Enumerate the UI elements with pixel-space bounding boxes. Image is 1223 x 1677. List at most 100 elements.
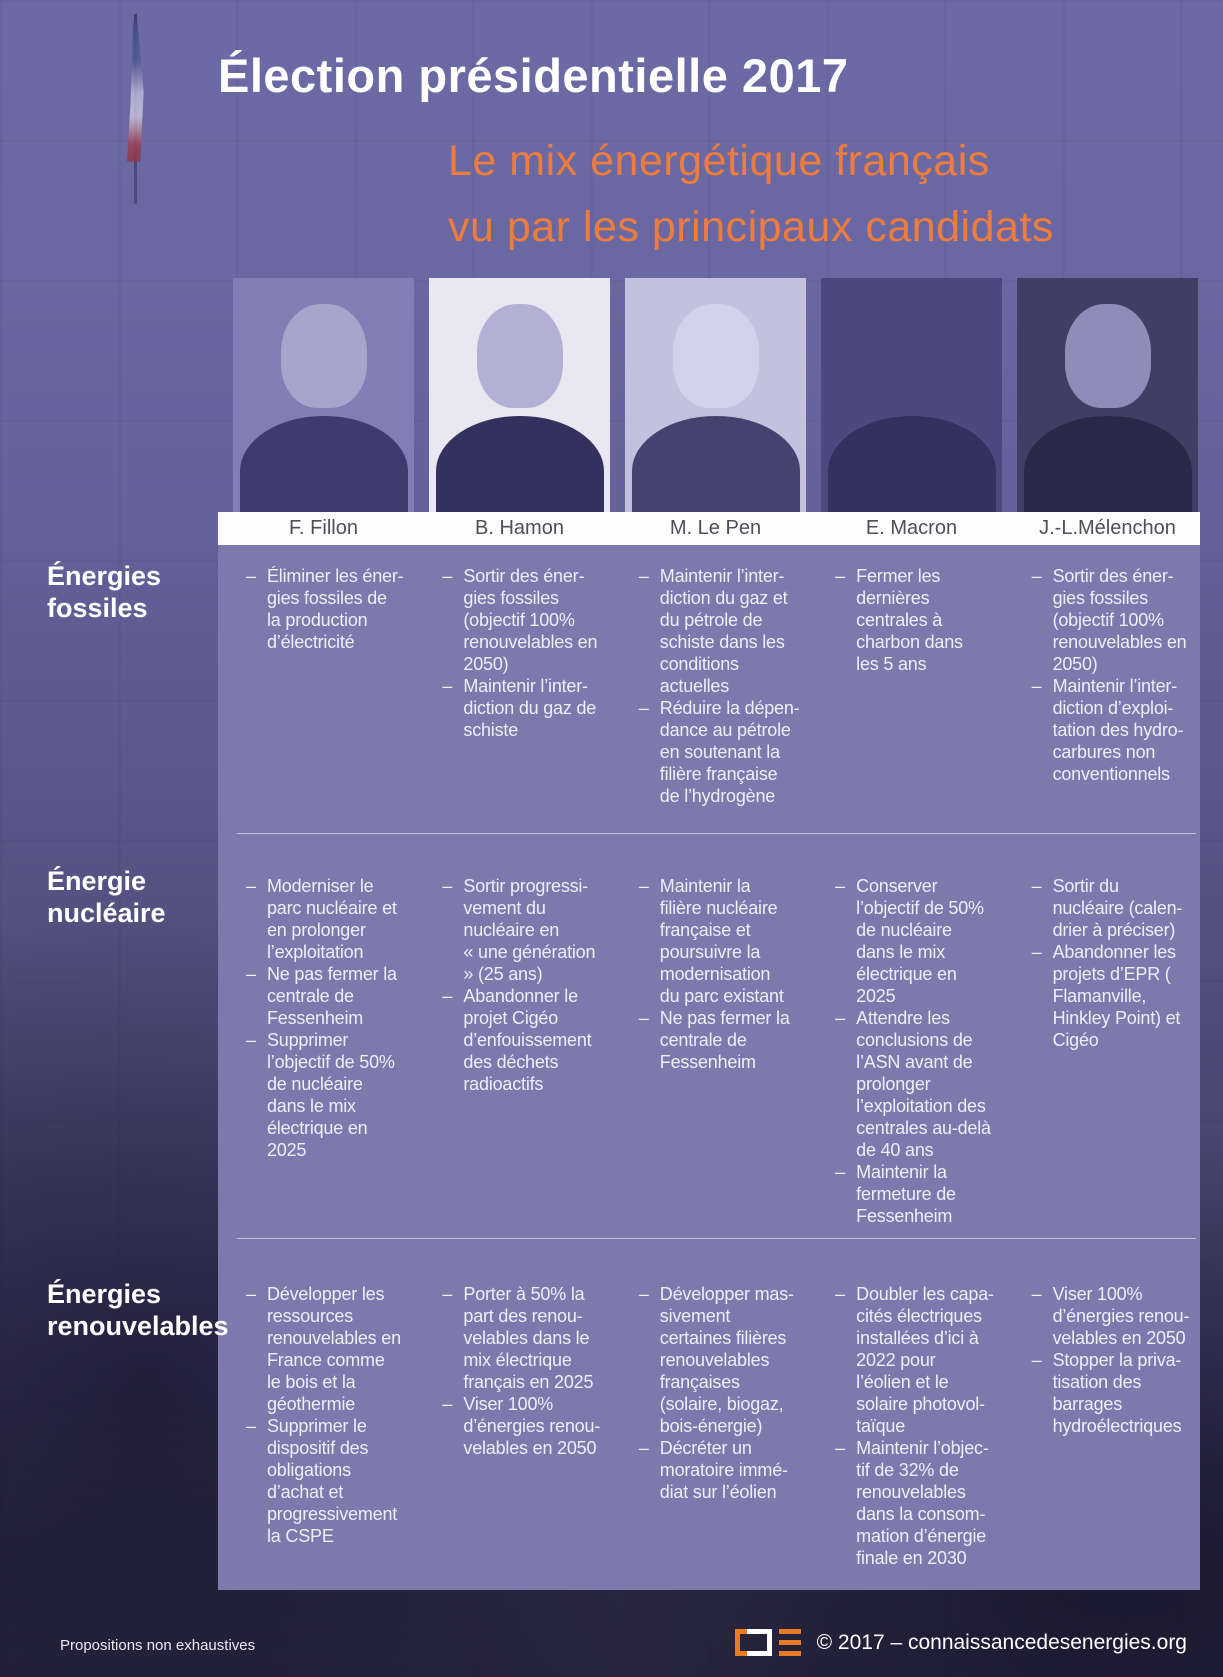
policy-text: Fermer les dernières centrales à charbon… <box>856 566 963 674</box>
candidate-name-b-hamon: B. Hamon <box>475 517 564 539</box>
bullet-dash: – <box>638 1284 649 1304</box>
policy-bullet: – Abandonner les projets d’EPR ( Flamanvi… <box>1032 941 1196 1051</box>
candidate-photos-row <box>233 278 1200 512</box>
bullet-dash: – <box>835 1438 845 1458</box>
policy-cell: – Doubler les capa- cités électriques ins… <box>807 1283 1003 1590</box>
policy-text: Décréter un moratoire immé- diat sur l’é… <box>659 1438 788 1502</box>
policy-bullet: – Supprimer le dispositif des obligations… <box>246 1415 410 1547</box>
portrait-torso-silhouette <box>239 416 408 512</box>
policy-text: Développer les ressources renouvelables … <box>267 1284 401 1414</box>
policy-cell: – Porter à 50% la part des renou- velable… <box>414 1283 610 1590</box>
policy-bullet: – Réduire la dépen- dance au pétrole en s… <box>639 697 803 807</box>
bullet-dash: – <box>246 1416 256 1436</box>
policy-bullet: – Viser 100% d’énergies renou- velables e… <box>1032 1283 1196 1349</box>
policy-bullet: – Maintenir la fermeture de Fessenheim <box>835 1161 999 1227</box>
policy-bullet: – Sortir du nucléaire (calen- drier à pré… <box>1032 875 1196 941</box>
bullet-dash: – <box>1031 676 1042 696</box>
page-title: Élection présidentielle 2017 <box>218 49 849 102</box>
policy-cell: – Viser 100% d’énergies renou- velables e… <box>1004 1283 1200 1590</box>
portrait-torso-silhouette <box>631 416 800 512</box>
bullet-dash: – <box>1031 566 1042 586</box>
portrait-head-silhouette <box>280 304 367 408</box>
candidate-name-m-le-pen: M. Le Pen <box>669 517 762 539</box>
candidate-names-bar: F. Fillon B. Hamon M. Le Pen E. Macron J.-L.… <box>218 512 1200 545</box>
bullet-dash: – <box>442 1394 453 1414</box>
table-row-energie-nucleaire: – Moderniser le parc nucléaire et en prol… <box>218 833 1200 1238</box>
policy-cell: – Sortir du nucléaire (calen- drier à pré… <box>1004 875 1200 1238</box>
logo-d-glyph <box>746 1629 772 1656</box>
candidate-name-j-l-melenchon: J.-L.Mélenchon <box>1039 517 1176 539</box>
bullet-dash: – <box>442 676 453 696</box>
bullet-dash: – <box>442 986 453 1006</box>
policy-bullet: – Maintenir l’inter- diction du gaz et du… <box>639 565 803 697</box>
portrait-torso-silhouette <box>1023 416 1192 512</box>
policy-bullet: – Attendre les conclusions de l’ASN avant… <box>835 1007 999 1161</box>
portrait-torso-silhouette <box>435 416 604 512</box>
bullet-dash: – <box>638 876 649 896</box>
row-header-energies-renouvelables: Énergies renouvelables <box>47 1279 229 1341</box>
bullet-dash: – <box>442 566 453 586</box>
policy-text: Sortir des éner- gies fossiles (objectif… <box>463 566 598 674</box>
subtitle-line-1: Le mix énergétique français <box>448 137 990 185</box>
policy-text: Viser 100% d’énergies renou- velables en… <box>463 1394 601 1458</box>
portrait-head-silhouette <box>476 304 563 408</box>
policy-text: Moderniser le parc nucléaire et en prolo… <box>267 876 397 962</box>
row-divider <box>237 833 1196 834</box>
row-header-energie-nucleaire: Énergie nucléaire <box>47 866 166 928</box>
policy-text: Maintenir l’inter- diction d’exploi- tat… <box>1052 676 1184 784</box>
policy-bullet: – Moderniser le parc nucléaire et en prol… <box>246 875 410 963</box>
bullet-dash: – <box>835 1284 845 1304</box>
policy-bullet: – Ne pas fermer la centrale de Fessenheim <box>246 963 410 1029</box>
table-row-energies-renouvelables: – Développer les ressources renouvelables… <box>218 1238 1200 1590</box>
policy-bullet: – Maintenir la filière nucléaire français… <box>639 875 803 1007</box>
bullet-dash: – <box>835 1162 845 1182</box>
policy-text: Maintenir l’objec- tif de 32% de renouve… <box>856 1438 989 1568</box>
policy-cell: – Maintenir l’inter- diction du gaz et du… <box>611 565 807 833</box>
policy-cell: – Éliminer les éner- gies fossiles de la … <box>218 565 414 833</box>
policy-text: Doubler les capa- cités électriques inst… <box>856 1284 994 1436</box>
portrait-torso-silhouette <box>827 416 996 512</box>
bullet-dash: – <box>246 1284 256 1304</box>
bullet-dash: – <box>246 964 256 984</box>
policy-bullet: – Maintenir l’inter- diction du gaz de sc… <box>442 675 606 741</box>
candidate-photo-j-l-melenchon <box>1017 278 1198 512</box>
table-row-energies-fossiles: – Éliminer les éner- gies fossiles de la … <box>218 545 1200 833</box>
policy-cell: – Fermer les dernières centrales à charbo… <box>807 565 1003 833</box>
policy-text: Éliminer les éner- gies fossiles de la p… <box>267 566 404 652</box>
policy-text: Ne pas fermer la centrale de Fessenheim <box>267 964 397 1028</box>
policy-bullet: – Supprimer l’objectif de 50% de nucléair… <box>246 1029 410 1161</box>
policy-text: Sortir des éner- gies fossiles (objectif… <box>1052 566 1187 674</box>
candidate-name-f-fillon: F. Fillon <box>289 517 358 539</box>
subtitle-line-2: vu par les principaux candidats <box>448 203 1054 251</box>
policy-bullet: – Porter à 50% la part des renou- velable… <box>442 1283 606 1393</box>
policy-text: Maintenir la fermeture de Fessenheim <box>856 1162 956 1226</box>
bullet-dash: – <box>638 1438 649 1458</box>
policy-bullet: – Viser 100% d’énergies renou- velables e… <box>442 1393 606 1459</box>
candidate-photo-m-le-pen <box>625 278 806 512</box>
bullet-dash: – <box>1031 1284 1042 1304</box>
candidate-name-e-macron: E. Macron <box>865 517 958 539</box>
policy-cell: – Sortir progressi- vement du nucléaire e… <box>414 875 610 1238</box>
row-header-energies-fossiles: Énergies fossiles <box>47 561 162 623</box>
bullet-dash: – <box>442 876 453 896</box>
bullet-dash: – <box>1031 1350 1042 1370</box>
policy-bullet: – Éliminer les éner- gies fossiles de la … <box>246 565 410 653</box>
policy-bullet: – Sortir progressi- vement du nucléaire e… <box>442 875 606 985</box>
policy-text: Supprimer l’objectif de 50% de nucléaire… <box>267 1030 395 1160</box>
policy-cell: – Sortir des éner- gies fossiles (objecti… <box>1004 565 1200 833</box>
policy-cell: – Moderniser le parc nucléaire et en prol… <box>218 875 414 1238</box>
policy-bullet: – Stopper la priva- tisation des barrages… <box>1032 1349 1196 1437</box>
policy-text: Viser 100% d’énergies renou- velables en… <box>1052 1284 1190 1348</box>
policy-bullet: – Décréter un moratoire immé- diat sur l’… <box>639 1437 803 1503</box>
policy-text: Maintenir l’inter- diction du gaz de sch… <box>463 676 597 740</box>
copyright-text: © 2017 – connaissancedesenergies.org <box>816 1630 1187 1654</box>
bullet-dash: – <box>1031 942 1042 962</box>
policy-bullet: – Développer mas- sivement certaines fili… <box>639 1283 803 1437</box>
bullet-dash: – <box>638 566 649 586</box>
bullet-dash: – <box>638 698 649 718</box>
policy-bullet: – Maintenir l’objec- tif de 32% de renouv… <box>835 1437 999 1569</box>
candidate-photo-f-fillon <box>233 278 414 512</box>
policy-bullet: – Abandonner le projet Cigéo d’enfouissem… <box>442 985 606 1095</box>
logo-e-glyph <box>778 1629 801 1656</box>
